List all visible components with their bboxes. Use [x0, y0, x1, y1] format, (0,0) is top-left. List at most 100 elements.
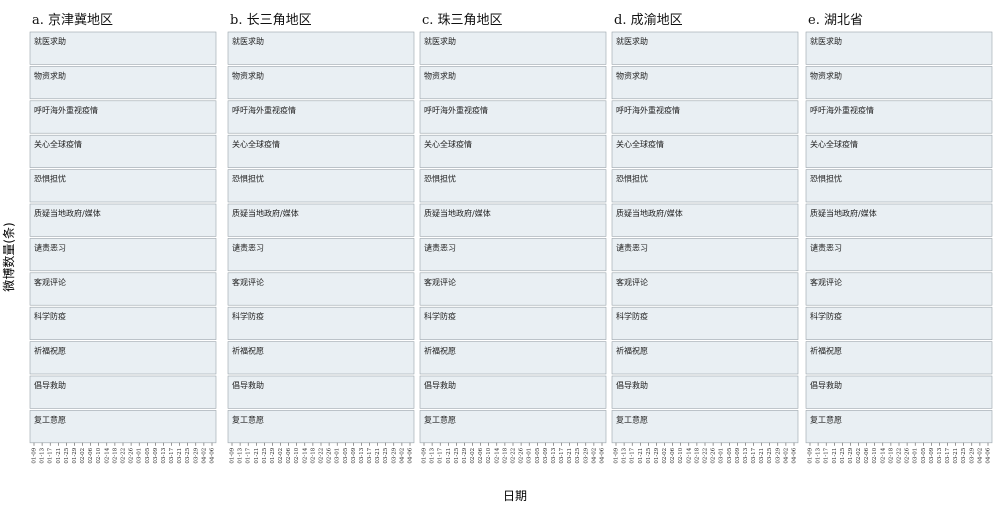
x-tick-label: 01-29	[654, 447, 660, 463]
panel-category-label: 呼吁海外重视疫情	[616, 105, 680, 115]
panel-b-12: 复工意愿	[227, 410, 415, 444]
panel-category-label: 客观评论	[424, 277, 456, 287]
x-tick-label: 03-29	[969, 447, 975, 463]
panel-background	[611, 410, 799, 444]
region-title-d: d. 成渝地区	[614, 12, 683, 28]
x-tick-label: 01-29	[462, 447, 468, 463]
panel-category-label: 质疑当地政府/媒体	[232, 208, 299, 218]
panel-background	[805, 169, 993, 203]
x-tick-label: 01-13	[622, 447, 628, 463]
panel-d-7: 谴责恶习	[611, 238, 799, 272]
panel-category-label: 谴责恶习	[232, 242, 264, 252]
panel-category-label: 呼吁海外重视疫情	[34, 105, 98, 115]
panel-e-11: 倡导救助	[805, 375, 993, 409]
panel-category-label: 恐惧担忧	[424, 174, 456, 184]
panel-category-label: 客观评论	[232, 277, 264, 287]
panel-a-7: 谴责恶习	[29, 238, 217, 272]
x-tick-label: 01-09	[32, 447, 38, 463]
panel-background	[29, 341, 217, 375]
panel-category-label: 谴责恶习	[616, 242, 648, 252]
panel-c-9: 科学防疫	[419, 306, 607, 340]
panel-e-5: 恐惧担忧	[805, 169, 993, 203]
panel-category-label: 关心全球疫情	[34, 139, 82, 149]
x-tick-label: 03-09	[153, 447, 159, 463]
panel-d-12: 复工意愿	[611, 410, 799, 444]
panel-category-label: 恐惧担忧	[34, 174, 66, 184]
panel-b-10: 祈福祝愿	[227, 341, 415, 375]
panel-background	[227, 169, 415, 203]
x-tick-label: 02-10	[486, 447, 492, 463]
panel-d-3: 呼吁海外重视疫情	[611, 100, 799, 134]
panel-background	[29, 66, 217, 100]
panel-category-label: 复工意愿	[810, 414, 842, 424]
panel-c-6: 质疑当地政府/媒体	[419, 203, 607, 237]
panel-category-label: 倡导救助	[810, 380, 842, 390]
region-title-b: b. 长三角地区	[230, 13, 312, 28]
panel-background	[611, 238, 799, 272]
x-tick-label: 01-17	[630, 447, 636, 463]
panel-category-label: 倡导救助	[424, 380, 456, 390]
x-tick-label: 02-26	[711, 447, 717, 463]
panel-background	[805, 134, 993, 168]
panel-category-label: 就医求助	[810, 36, 842, 46]
panel-background	[419, 238, 607, 272]
x-tick-label: 03-09	[929, 447, 935, 463]
panel-background	[29, 238, 217, 272]
panel-category-label: 客观评论	[810, 277, 842, 287]
panel-background	[805, 272, 993, 306]
panel-c-10: 祈福祝愿	[419, 341, 607, 375]
x-tick-label: 01-29	[848, 447, 854, 463]
x-tick-label: 01-17	[824, 447, 830, 463]
x-tick-label: 01-09	[230, 447, 236, 463]
x-tick-label: 02-06	[864, 447, 870, 463]
x-tick-label: 03-29	[193, 447, 199, 463]
panel-c-4: 关心全球疫情	[419, 134, 607, 168]
x-tick-label: 01-21	[254, 448, 260, 464]
x-tick-label: 01-25	[646, 447, 652, 463]
x-tick-label: 02-02	[278, 448, 284, 464]
panel-e-10: 祈福祝愿	[805, 341, 993, 375]
panel-background	[419, 66, 607, 100]
panel-background	[611, 272, 799, 306]
panel-d-4: 关心全球疫情	[611, 134, 799, 168]
panel-category-label: 呼吁海外重视疫情	[424, 105, 488, 115]
x-tick-label: 03-25	[185, 447, 191, 463]
x-tick-label: 03-13	[359, 447, 365, 463]
panel-d-8: 客观评论	[611, 272, 799, 306]
x-tick-label: 02-06	[286, 447, 292, 463]
panel-a-2: 物资求助	[29, 66, 217, 100]
x-tick-label: 03-13	[937, 447, 943, 463]
x-tick-label: 03-25	[767, 447, 773, 463]
panel-background	[611, 306, 799, 340]
panel-background	[611, 31, 799, 65]
x-tick-label: 01-17	[48, 447, 54, 463]
panel-category-label: 恐惧担忧	[616, 174, 648, 184]
panel-category-label: 质疑当地政府/媒体	[424, 208, 491, 218]
panel-e-4: 关心全球疫情	[805, 134, 993, 168]
x-tick-label: 03-17	[169, 447, 175, 463]
x-tick-label: 03-01	[137, 448, 143, 464]
panel-a-4: 关心全球疫情	[29, 134, 217, 168]
x-tick-label: 02-18	[502, 447, 508, 463]
x-tick-label: 03-01	[335, 448, 341, 464]
panel-category-label: 祈福祝愿	[616, 346, 648, 356]
panel-d-2: 物资求助	[611, 66, 799, 100]
x-tick-label: 01-13	[430, 447, 436, 463]
x-tick-label: 03-01	[913, 448, 919, 464]
x-tick-label: 02-26	[129, 447, 135, 463]
panel-b-4: 关心全球疫情	[227, 134, 415, 168]
panel-background	[611, 341, 799, 375]
panel-background	[419, 341, 607, 375]
panel-a-3: 呼吁海外重视疫情	[29, 100, 217, 134]
x-tick-label: 04-02	[591, 448, 597, 464]
panel-background	[611, 134, 799, 168]
panel-background	[29, 203, 217, 237]
panel-d-5: 恐惧担忧	[611, 169, 799, 203]
x-tick-label: 04-02	[399, 448, 405, 464]
x-tick-label: 03-25	[961, 447, 967, 463]
x-tick-label: 02-14	[880, 447, 886, 463]
x-tick-label: 02-14	[302, 447, 308, 463]
x-tick-label: 02-18	[888, 447, 894, 463]
x-tick-label: 01-21	[56, 448, 62, 464]
x-tick-label: 01-21	[832, 448, 838, 464]
